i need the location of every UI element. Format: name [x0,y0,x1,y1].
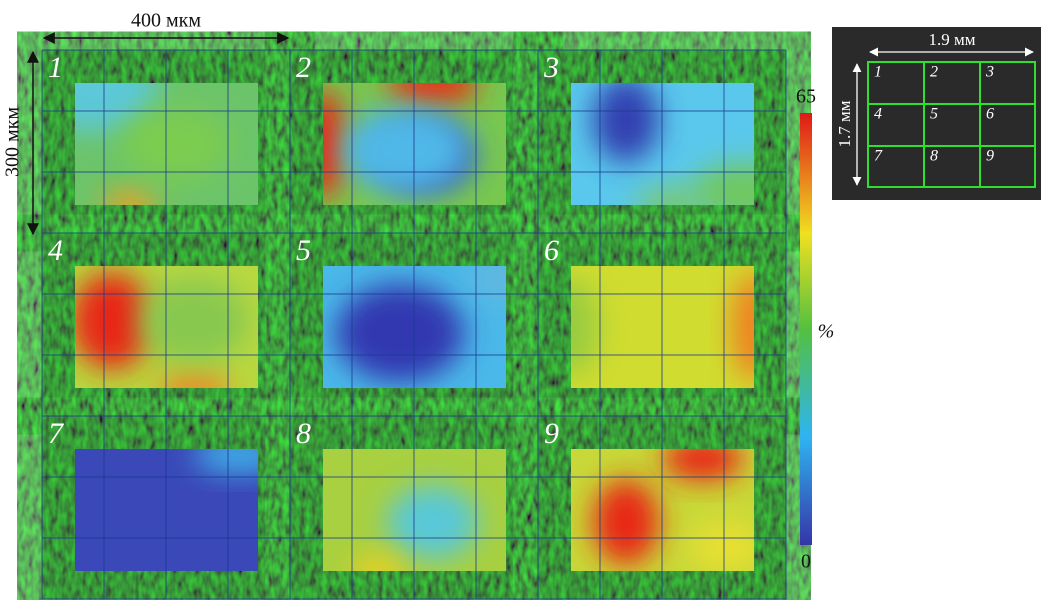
heat-blob [75,272,152,370]
scale-label: 300 мкм [2,107,24,177]
panel-label: 1 [48,51,63,84]
inset-cell-label: 7 [874,148,883,165]
heat-blob [689,162,754,205]
heat-blob [323,89,345,199]
inset-cell-label: 5 [930,106,938,123]
heat-blob [592,479,659,565]
panels: 1 2 3 4 5 6 7 8 9 [41,49,787,600]
scale-label: 400 мкм [131,10,201,32]
panel: 1 [42,50,290,233]
heat-blob [732,272,754,382]
inset-cell-label: 8 [930,148,938,165]
panel-label: 9 [544,417,559,450]
heat-blob [635,186,709,205]
colorbar-unit: % [818,321,835,343]
heat-blob [102,190,158,205]
heat-blob [350,556,406,571]
heat-blob [592,83,659,163]
colorbar [800,113,812,545]
panel-label: 2 [296,51,311,84]
heat-blob [689,522,754,571]
heat-map [571,266,754,388]
inset-cell-label: 3 [985,64,994,81]
panel-label: 8 [296,417,311,450]
panel-label: 6 [544,234,559,267]
inset-grid [867,61,1036,188]
heat-blob [387,485,479,559]
heat-blob [662,449,744,481]
colorbar-min: 0 [801,551,811,573]
heat-blob [139,278,249,364]
heat-map [75,449,258,571]
panel-label: 4 [48,234,63,267]
heat-blob [341,107,470,193]
inset-cell-label: 6 [986,106,994,123]
heat-blob [469,266,506,303]
panel: 5 [290,233,538,416]
inset-height: 1.7 мм [835,100,854,147]
inset-grid [868,62,1035,187]
panel-label: 5 [296,234,311,267]
heat-blob [157,373,231,388]
heat-blob [193,449,258,474]
colorbar-max: 65 [796,86,816,108]
heat-map [75,266,258,388]
inset-cell-label: 4 [874,106,882,123]
inset-width: 1.9 мм [928,30,975,49]
heat-blob [387,83,479,105]
inset-cell-label: 2 [930,64,938,81]
inset-cell-label: 1 [874,64,882,81]
inset-cell-label: 9 [986,148,994,165]
heat-blob [120,107,231,181]
panel-label: 3 [543,51,559,84]
panel: 3 [538,50,786,233]
inset: 1.9 мм 1.7 мм 1 2 3 4 5 6 7 8 9 [832,27,1041,200]
panel-label: 7 [48,417,65,450]
heat-blob [571,278,599,376]
heat-blob [335,284,464,382]
